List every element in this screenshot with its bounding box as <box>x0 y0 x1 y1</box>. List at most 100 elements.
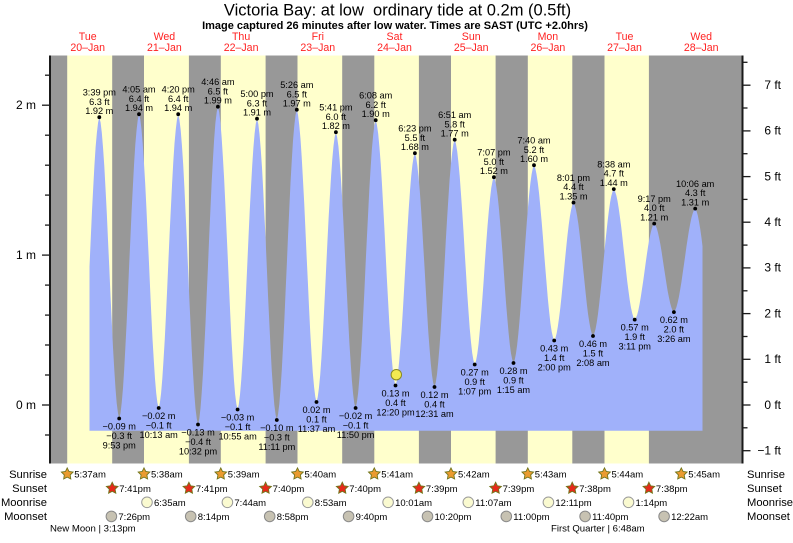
svg-text:8:14pm: 8:14pm <box>198 512 230 523</box>
svg-text:0.1 ft: 0.1 ft <box>306 414 327 424</box>
svg-text:Sunrise: Sunrise <box>9 469 47 481</box>
svg-text:Moonrise: Moonrise <box>747 497 793 509</box>
svg-text:5:40am: 5:40am <box>305 470 337 481</box>
svg-text:27–Jan: 27–Jan <box>607 42 642 54</box>
svg-text:−0.02 m: −0.02 m <box>339 411 373 421</box>
svg-text:1:07 pm: 1:07 pm <box>458 386 492 396</box>
svg-text:7:44am: 7:44am <box>234 498 266 509</box>
svg-text:28–Jan: 28–Jan <box>684 42 719 54</box>
svg-text:0.27 m: 0.27 m <box>461 368 489 378</box>
svg-text:1.99 m: 1.99 m <box>204 96 232 106</box>
svg-text:Thu: Thu <box>232 31 250 43</box>
svg-text:0 m: 0 m <box>16 398 36 412</box>
svg-text:5:44am: 5:44am <box>612 470 644 481</box>
svg-text:2:00 pm: 2:00 pm <box>538 362 572 372</box>
svg-text:1.97 m: 1.97 m <box>283 99 311 109</box>
svg-text:1.92 m: 1.92 m <box>85 106 113 116</box>
svg-text:Tue: Tue <box>79 31 97 43</box>
svg-text:Moonset: Moonset <box>747 511 791 523</box>
svg-text:5:41 pm: 5:41 pm <box>319 102 353 112</box>
svg-text:1.35 m: 1.35 m <box>559 192 587 202</box>
svg-text:5:43am: 5:43am <box>535 470 567 481</box>
svg-text:3:26 am: 3:26 am <box>657 334 691 344</box>
svg-text:5:38am: 5:38am <box>151 470 183 481</box>
svg-text:2:08 am: 2:08 am <box>576 358 610 368</box>
svg-text:−0.4 ft: −0.4 ft <box>185 437 211 447</box>
svg-text:−0.1 ft: −0.1 ft <box>343 420 369 430</box>
svg-text:8:58pm: 8:58pm <box>277 512 309 523</box>
svg-text:7:26pm: 7:26pm <box>118 512 150 523</box>
svg-text:1.9 ft: 1.9 ft <box>624 332 645 342</box>
svg-text:0.28 m: 0.28 m <box>499 366 527 376</box>
svg-text:New Moon | 3:13pm: New Moon | 3:13pm <box>50 524 136 535</box>
svg-text:4 ft: 4 ft <box>764 215 781 229</box>
svg-text:−0.1 ft: −0.1 ft <box>146 420 172 430</box>
svg-text:6:35am: 6:35am <box>154 498 186 509</box>
svg-text:−0.3 ft: −0.3 ft <box>106 431 132 441</box>
svg-text:1.31 m: 1.31 m <box>681 198 709 208</box>
svg-text:8:01 pm: 8:01 pm <box>557 173 591 183</box>
svg-text:12:22am: 12:22am <box>671 512 708 523</box>
svg-text:6:08 am: 6:08 am <box>359 90 393 100</box>
svg-text:20–Jan: 20–Jan <box>70 42 105 54</box>
svg-text:−0.3 ft: −0.3 ft <box>264 432 290 442</box>
svg-text:7:40pm: 7:40pm <box>273 484 305 495</box>
svg-text:6:51 am: 6:51 am <box>438 110 472 120</box>
svg-text:5.2 ft: 5.2 ft <box>524 145 545 155</box>
svg-text:3 ft: 3 ft <box>764 261 781 275</box>
svg-text:4.4 ft: 4.4 ft <box>563 182 584 192</box>
svg-text:5 ft: 5 ft <box>764 169 781 183</box>
svg-text:7 ft: 7 ft <box>764 78 781 92</box>
svg-text:6 ft: 6 ft <box>764 124 781 138</box>
svg-text:11:37 am: 11:37 am <box>298 424 336 434</box>
svg-text:6.3 ft: 6.3 ft <box>247 98 268 108</box>
svg-text:1 m: 1 m <box>16 248 36 262</box>
svg-text:6.5 ft: 6.5 ft <box>208 86 229 96</box>
svg-text:0.9 ft: 0.9 ft <box>464 377 485 387</box>
svg-text:Image captured 26 minutes afte: Image captured 26 minutes after low wate… <box>202 20 588 32</box>
svg-text:6.4 ft: 6.4 ft <box>168 94 189 104</box>
svg-text:5:00 pm: 5:00 pm <box>240 89 274 99</box>
svg-text:0.02 m: 0.02 m <box>302 405 330 415</box>
svg-text:10:20pm: 10:20pm <box>435 512 472 523</box>
svg-text:26–Jan: 26–Jan <box>531 42 566 54</box>
svg-text:4:20 pm: 4:20 pm <box>162 84 196 94</box>
svg-text:−1 ft: −1 ft <box>757 444 781 458</box>
svg-text:7:38pm: 7:38pm <box>656 484 688 495</box>
svg-text:5.0 ft: 5.0 ft <box>484 157 505 167</box>
svg-text:1.68 m: 1.68 m <box>401 142 429 152</box>
svg-text:8:53am: 8:53am <box>315 498 347 509</box>
svg-text:5:39am: 5:39am <box>228 470 260 481</box>
svg-text:0 ft: 0 ft <box>764 398 781 412</box>
svg-text:Tue: Tue <box>616 31 634 43</box>
svg-text:12:11pm: 12:11pm <box>555 498 591 509</box>
svg-text:1.90 m: 1.90 m <box>362 109 390 119</box>
svg-text:0.46 m: 0.46 m <box>579 339 607 349</box>
svg-text:11:11 pm: 11:11 pm <box>258 442 295 452</box>
svg-text:4:46 am: 4:46 am <box>201 77 235 87</box>
svg-text:7:40pm: 7:40pm <box>349 484 381 495</box>
svg-text:5:45am: 5:45am <box>688 470 720 481</box>
svg-text:0.12 m: 0.12 m <box>420 390 448 400</box>
svg-text:21–Jan: 21–Jan <box>147 42 182 54</box>
svg-text:Moonrise: Moonrise <box>1 497 47 509</box>
svg-text:1 ft: 1 ft <box>764 352 781 366</box>
svg-text:5:37am: 5:37am <box>74 470 106 481</box>
svg-text:9:53 pm: 9:53 pm <box>103 440 137 450</box>
svg-text:Sunrise: Sunrise <box>747 469 785 481</box>
svg-text:1.82 m: 1.82 m <box>322 121 350 131</box>
svg-text:6:23 pm: 6:23 pm <box>398 123 432 133</box>
svg-text:7:39pm: 7:39pm <box>503 484 535 495</box>
svg-text:Sat: Sat <box>387 31 403 43</box>
svg-text:1.5 ft: 1.5 ft <box>583 348 604 358</box>
svg-text:7:07 pm: 7:07 pm <box>477 147 511 157</box>
svg-text:11:07am: 11:07am <box>475 498 511 509</box>
svg-text:1.21 m: 1.21 m <box>640 213 668 223</box>
svg-text:7:41pm: 7:41pm <box>196 484 228 495</box>
svg-text:First Quarter | 6:48am: First Quarter | 6:48am <box>551 524 645 535</box>
svg-text:5.5 ft: 5.5 ft <box>405 133 426 143</box>
svg-text:−0.1 ft: −0.1 ft <box>225 422 251 432</box>
svg-text:2.0 ft: 2.0 ft <box>664 325 685 335</box>
svg-text:12:20 pm: 12:20 pm <box>376 407 415 417</box>
svg-text:1.60 m: 1.60 m <box>520 154 548 164</box>
